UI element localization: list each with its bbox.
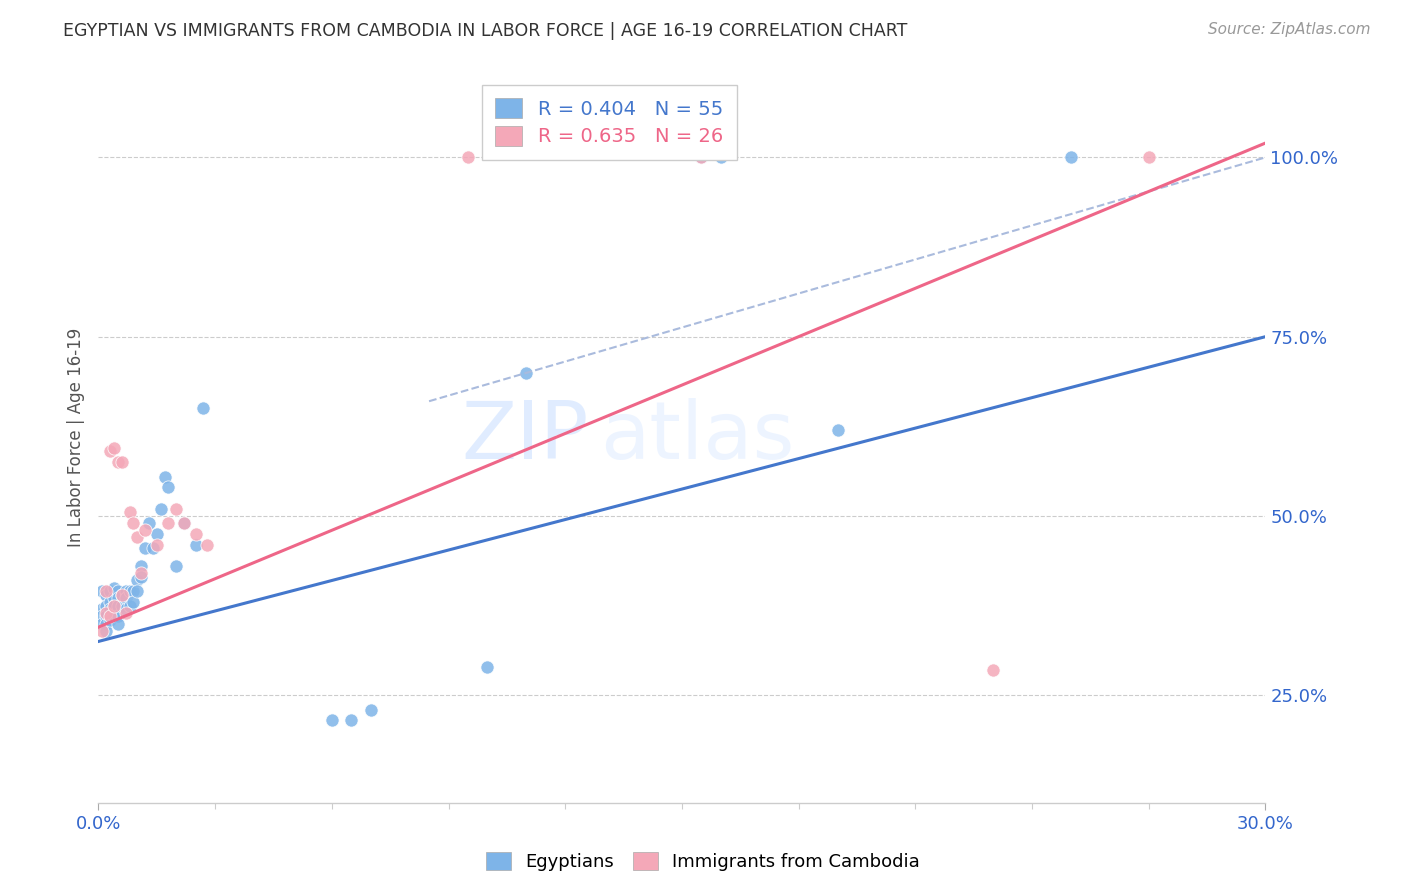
Point — [98, 444, 121, 458]
Point — [134, 541, 156, 556]
Point — [96, 588, 118, 602]
Point — [103, 599, 125, 613]
Point — [98, 595, 121, 609]
Point — [184, 527, 207, 541]
Point — [827, 423, 849, 437]
Point — [515, 366, 537, 380]
Point — [1137, 150, 1160, 164]
Point — [129, 559, 152, 574]
Point — [690, 150, 713, 164]
Point — [195, 538, 218, 552]
Point — [690, 150, 713, 164]
Legend: R = 0.404   N = 55, R = 0.635   N = 26: R = 0.404 N = 55, R = 0.635 N = 26 — [482, 85, 737, 160]
Point — [96, 616, 118, 631]
Point — [146, 527, 169, 541]
Point — [103, 441, 125, 455]
Point — [321, 714, 343, 728]
Point — [98, 613, 121, 627]
Point — [477, 659, 499, 673]
Point — [114, 602, 136, 616]
Point — [103, 591, 125, 606]
Point — [193, 401, 215, 416]
Text: ZIP: ZIP — [461, 398, 589, 476]
Point — [127, 531, 149, 545]
Point — [96, 606, 118, 620]
Point — [165, 559, 187, 574]
Point — [91, 624, 114, 638]
Point — [114, 584, 136, 599]
Point — [91, 609, 114, 624]
Point — [360, 702, 382, 716]
Point — [107, 599, 129, 613]
Point — [149, 501, 172, 516]
Point — [96, 609, 118, 624]
Point — [107, 584, 129, 599]
Point — [96, 624, 118, 638]
Point — [153, 469, 176, 483]
Point — [127, 584, 149, 599]
Point — [457, 150, 479, 164]
Point — [96, 584, 118, 599]
Y-axis label: In Labor Force | Age 16-19: In Labor Force | Age 16-19 — [66, 327, 84, 547]
Point — [165, 501, 187, 516]
Point — [98, 584, 121, 599]
Point — [146, 538, 169, 552]
Point — [107, 455, 129, 469]
Point — [103, 599, 125, 613]
Point — [157, 480, 180, 494]
Point — [173, 516, 195, 530]
Point — [122, 516, 145, 530]
Point — [91, 616, 114, 631]
Point — [1060, 150, 1083, 164]
Point — [107, 591, 129, 606]
Point — [107, 616, 129, 631]
Point — [981, 663, 1004, 677]
Point — [134, 524, 156, 538]
Point — [118, 584, 141, 599]
Point — [114, 606, 136, 620]
Point — [122, 595, 145, 609]
Point — [127, 574, 149, 588]
Point — [129, 570, 152, 584]
Point — [111, 455, 134, 469]
Point — [91, 584, 114, 599]
Point — [96, 599, 118, 613]
Point — [173, 516, 195, 530]
Point — [107, 609, 129, 624]
Point — [91, 602, 114, 616]
Point — [118, 505, 141, 519]
Point — [710, 150, 733, 164]
Point — [111, 588, 134, 602]
Point — [111, 599, 134, 613]
Point — [111, 588, 134, 602]
Point — [129, 566, 152, 581]
Point — [114, 591, 136, 606]
Point — [103, 609, 125, 624]
Point — [340, 714, 363, 728]
Point — [142, 541, 165, 556]
Point — [184, 538, 207, 552]
Text: EGYPTIAN VS IMMIGRANTS FROM CAMBODIA IN LABOR FORCE | AGE 16-19 CORRELATION CHAR: EGYPTIAN VS IMMIGRANTS FROM CAMBODIA IN … — [63, 22, 908, 40]
Point — [118, 599, 141, 613]
Point — [103, 581, 125, 595]
Point — [157, 516, 180, 530]
Legend: Egyptians, Immigrants from Cambodia: Egyptians, Immigrants from Cambodia — [479, 845, 927, 879]
Point — [122, 584, 145, 599]
Point — [98, 609, 121, 624]
Point — [138, 516, 160, 530]
Text: Source: ZipAtlas.com: Source: ZipAtlas.com — [1208, 22, 1371, 37]
Point — [98, 602, 121, 616]
Text: atlas: atlas — [600, 398, 794, 476]
